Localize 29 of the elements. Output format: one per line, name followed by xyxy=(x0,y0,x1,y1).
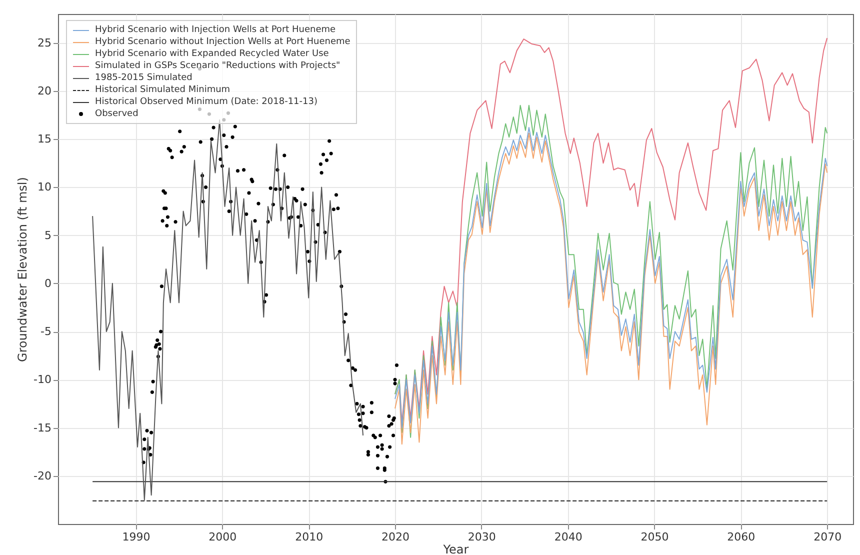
y-tick-label: 10 xyxy=(38,180,52,194)
x-tick-label: 2030 xyxy=(468,530,496,544)
x-axis-title: Year xyxy=(442,542,469,555)
legend-label: Observed xyxy=(95,109,138,119)
y-tick-label: -10 xyxy=(34,373,52,386)
x-tick-label: 2020 xyxy=(382,530,410,544)
y-tick-label: -20 xyxy=(34,469,52,482)
legend-label: Hybrid Scenario with Injection Wells at Port Hueneme xyxy=(95,25,336,35)
x-tick-label: 1990 xyxy=(122,530,150,544)
legend-label: Historical Simulated Minimum xyxy=(95,85,230,95)
x-tick-label: 2010 xyxy=(295,530,324,544)
y-tick-label: 15 xyxy=(38,132,52,146)
legend-label: Historical Observed Minimum (Date: 2018-11-13) xyxy=(95,97,318,107)
x-tick-label: 2040 xyxy=(554,530,582,544)
legend-label: 1985-2015 Simulated xyxy=(95,73,192,83)
y-axis-title: Groundwater Elevation (ft msl) xyxy=(16,177,30,362)
legend-label: Hybrid Scenario without Injection Wells at Port Hueneme xyxy=(95,37,350,47)
legend-label: Simulated in GSPs Scenario "Reductions with Projects" xyxy=(95,61,340,71)
x-tick-label: 2070 xyxy=(814,530,842,544)
x-tick-label: 2050 xyxy=(640,530,669,544)
y-tick-label: -5 xyxy=(40,325,52,338)
y-tick-label: -15 xyxy=(34,421,52,434)
y-tick-label: 25 xyxy=(38,36,52,50)
x-tick-label: 2060 xyxy=(727,530,756,544)
legend-label: Hybrid Scenario with Expanded Recycled Water Use xyxy=(95,49,329,59)
y-tick-label: 20 xyxy=(38,84,52,98)
x-tick-label: 2000 xyxy=(208,530,237,544)
y-tick-label: 0 xyxy=(44,276,52,290)
y-tick-label: 5 xyxy=(44,228,52,242)
